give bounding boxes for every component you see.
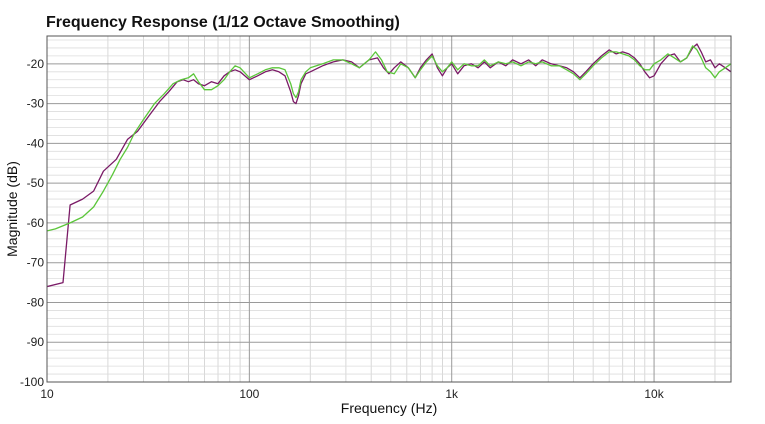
y-tick-labels: -20 -30 -40 -50 -60 -70 -80 -90 -100 [20,57,44,389]
series-line-1 [47,43,731,288]
y-tick-label: -100 [20,375,44,389]
x-tick-label: 10 [40,387,54,401]
series-line-2 [47,45,731,232]
x-axis-label: Frequency (Hz) [341,400,437,416]
y-tick-label: -20 [27,57,45,71]
x-tick-labels: 10 100 1k 10k [40,387,664,401]
y-tick-label: -60 [27,216,45,230]
minor-x-gridlines [107,36,716,382]
chart-title: Frequency Response (1/12 Octave Smoothin… [46,14,400,31]
series-layer [47,43,731,288]
y-tick-label: -50 [27,176,45,190]
y-tick-label: -80 [27,295,45,309]
y-tick-label: -40 [27,136,45,150]
minor-y-gridlines [47,39,731,375]
x-tick-label: 1k [445,387,459,401]
x-tick-label: 100 [239,387,259,401]
plot-frame [46,35,732,383]
y-tick-label: -90 [27,335,45,349]
x-tick-label: 10k [644,387,664,401]
y-axis-label: Magnitude (dB) [4,161,20,257]
y-tick-label: -70 [27,256,45,270]
y-tick-label: -30 [27,97,45,111]
